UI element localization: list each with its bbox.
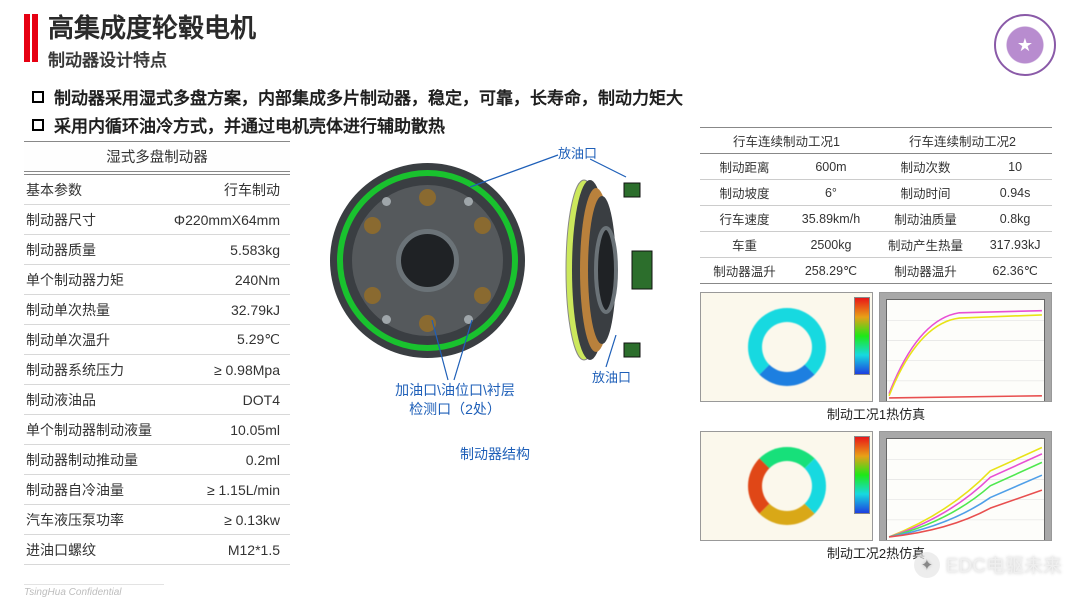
brake-diagram: 放油口 放油口 加油口\油位口\衬层检测口（2处） 制动器结构: [300, 145, 690, 485]
specs-table: 基本参数行车制动 制动器尺寸Φ220mmX64mm 制动器质量5.583kg 单…: [24, 174, 290, 565]
left-column: 湿式多盘制动器 基本参数行车制动 制动器尺寸Φ220mmX64mm 制动器质量5…: [24, 141, 290, 565]
bullet-text: 采用内循环油冷方式，并通过电机壳体进行辅助散热: [54, 112, 445, 137]
left-table-title: 湿式多盘制动器: [24, 141, 290, 172]
right-column: 行车连续制动工况1行车连续制动工况2 制动距离600m制动次数10 制动坡度6°…: [700, 141, 1052, 565]
plot-sim-2: [879, 431, 1052, 541]
sim1-caption: 制动工况1热仿真: [700, 404, 1052, 423]
watermark: ✦ EDC电驱未来: [914, 551, 1062, 578]
leader-line: [590, 157, 650, 187]
accent-bar: [24, 14, 38, 62]
bullet-icon: [32, 119, 44, 131]
plot-sim-1: [879, 292, 1052, 402]
university-logo: ★: [994, 14, 1056, 76]
leader-line: [470, 153, 580, 203]
header: 高集成度轮毂电机 制动器设计特点 ★: [24, 14, 1056, 76]
sim-row-2: [700, 431, 1052, 541]
page-subtitle: 制动器设计特点: [48, 46, 256, 71]
center-column: 放油口 放油口 加油口\油位口\衬层检测口（2处） 制动器结构: [300, 141, 690, 565]
diagram-caption: 制动器结构: [460, 445, 530, 464]
specs-header-cell: 基本参数: [24, 175, 163, 205]
leader-line: [602, 335, 642, 371]
wechat-icon: ✦: [914, 552, 940, 578]
sim-row-1: [700, 292, 1052, 402]
watermark-text: EDC电驱未来: [946, 551, 1062, 578]
specs-header-cell: 行车制动: [163, 175, 290, 205]
fill-label: 加油口\油位口\衬层检测口（2处）: [370, 381, 540, 419]
conditions-table: 行车连续制动工况1行车连续制动工况2 制动距离600m制动次数10 制动坡度6°…: [700, 127, 1052, 284]
bullet-text: 制动器采用湿式多盘方案，内部集成多片制动器，稳定，可靠，长寿命，制动力矩大: [54, 84, 683, 109]
thermal-sim-1: [700, 292, 873, 402]
page-title: 高集成度轮毂电机: [48, 14, 256, 44]
thermal-sim-2: [700, 431, 873, 541]
leader-line: [446, 320, 506, 382]
bullet-icon: [32, 91, 44, 103]
footer-confidential: TsingHua Confidential: [24, 584, 164, 598]
